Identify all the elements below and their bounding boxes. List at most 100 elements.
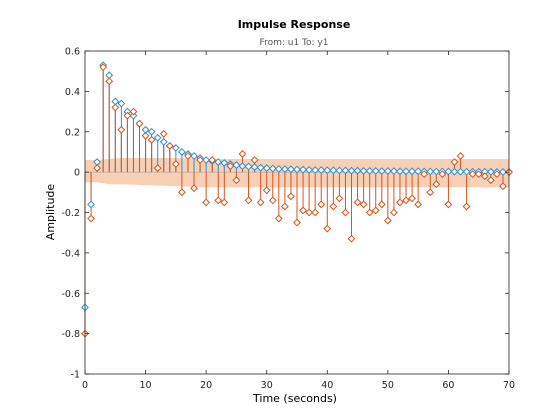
x-tick-label: 70: [503, 380, 515, 391]
point-marker-blue: [444, 167, 453, 176]
point-marker-orange: [141, 131, 150, 140]
point-marker-orange: [438, 170, 447, 179]
point-marker-orange: [396, 198, 404, 207]
point-marker-orange: [202, 198, 211, 207]
point-marker-orange: [171, 160, 180, 168]
point-marker-blue: [268, 164, 277, 173]
point-marker-blue: [390, 167, 398, 176]
point-marker-orange: [462, 202, 471, 211]
point-marker-orange: [450, 158, 459, 166]
point-marker-orange: [323, 224, 332, 233]
point-marker-blue: [250, 163, 259, 171]
plot-area: 0 10 20 30 40 50 60 70 -1 -0.8 -0.6 -0.4 -0.2 0 0.2 0.4…: [61, 47, 515, 392]
point-marker-orange: [99, 63, 108, 72]
point-marker-orange: [311, 208, 320, 217]
point-marker-orange: [87, 214, 95, 223]
point-marker-orange: [353, 198, 362, 207]
point-marker-orange: [123, 111, 132, 120]
point-marker-blue: [287, 165, 295, 174]
point-marker-blue: [353, 166, 362, 175]
point-marker-blue: [462, 167, 471, 176]
point-marker-orange: [341, 208, 350, 217]
point-marker-blue: [214, 158, 223, 166]
point-marker-blue: [329, 166, 338, 175]
point-marker-orange: [232, 176, 241, 185]
y-tick-label: 0.4: [65, 87, 80, 98]
point-marker-blue: [293, 165, 301, 174]
point-marker-orange: [256, 198, 265, 207]
x-axis-label: Time (seconds): [252, 392, 337, 405]
point-marker-orange: [456, 152, 465, 160]
point-marker-blue: [262, 164, 271, 172]
point-marker-blue: [117, 99, 126, 108]
y-tick-label: -0.2: [61, 208, 80, 219]
point-marker-blue: [147, 127, 156, 136]
point-marker-blue: [365, 167, 374, 175]
point-marker-orange: [190, 184, 198, 193]
point-marker-orange: [390, 208, 398, 217]
x-tick-label: 50: [382, 380, 394, 391]
point-marker-orange: [371, 206, 380, 215]
point-marker-orange: [299, 206, 307, 215]
point-marker-orange: [129, 107, 138, 116]
point-marker-blue: [396, 167, 404, 176]
x-tick-label: 60: [442, 380, 454, 391]
point-marker-orange: [250, 156, 259, 164]
point-marker-orange: [377, 200, 386, 209]
point-marker-orange: [335, 194, 344, 203]
point-marker-orange: [287, 192, 295, 201]
point-marker-blue: [238, 162, 247, 170]
point-marker-blue: [402, 167, 410, 176]
point-marker-blue: [426, 167, 435, 176]
point-marker-orange: [480, 172, 489, 181]
point-marker-orange: [474, 170, 483, 179]
point-marker-orange: [305, 208, 314, 217]
point-marker-orange: [420, 170, 429, 179]
point-marker-blue: [244, 162, 253, 171]
point-marker-orange: [135, 119, 144, 128]
point-marker-orange: [226, 162, 235, 170]
point-marker-orange: [178, 188, 186, 197]
point-marker-orange: [93, 164, 102, 172]
point-marker-blue: [256, 163, 265, 172]
point-marker-orange: [365, 208, 374, 217]
chart-subtitle: From: u1 To: y1: [260, 38, 329, 48]
point-marker-blue: [377, 167, 386, 176]
point-marker-blue: [178, 148, 186, 156]
point-marker-orange: [238, 150, 247, 158]
x-tick-label: 40: [321, 380, 333, 391]
point-marker-blue: [220, 159, 229, 167]
point-marker-orange: [499, 182, 507, 191]
point-marker-orange: [220, 198, 229, 207]
point-marker-blue: [347, 166, 356, 175]
point-marker-blue: [450, 167, 459, 176]
point-marker-blue: [383, 167, 392, 176]
point-marker-blue: [335, 166, 344, 175]
point-marker-orange: [244, 196, 253, 205]
y-tick-label: 0.2: [65, 127, 80, 138]
point-marker-orange: [402, 196, 410, 205]
point-marker-blue: [486, 167, 495, 176]
point-marker-orange: [262, 186, 271, 195]
point-marker-orange: [105, 77, 114, 86]
point-marker-blue: [159, 137, 168, 146]
point-marker-blue: [323, 166, 332, 175]
point-marker-orange: [444, 200, 453, 209]
point-marker-blue: [456, 167, 465, 176]
point-marker-orange: [359, 200, 368, 209]
point-marker-blue: [317, 166, 326, 175]
point-marker-orange: [329, 202, 338, 211]
point-marker-orange: [208, 156, 217, 164]
point-marker-orange: [147, 135, 156, 144]
point-marker-blue: [202, 156, 211, 164]
point-marker-orange: [153, 164, 162, 172]
point-marker-blue: [414, 167, 423, 176]
point-marker-orange: [492, 170, 501, 179]
point-marker-blue: [311, 166, 320, 175]
point-marker-orange: [196, 156, 204, 164]
point-marker-blue: [129, 111, 138, 120]
point-marker-orange: [268, 196, 277, 205]
point-marker-blue: [274, 164, 283, 173]
